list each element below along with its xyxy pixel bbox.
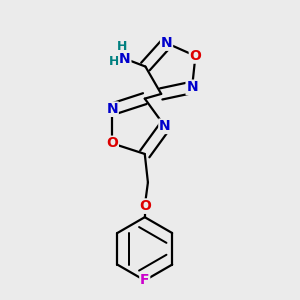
Text: H: H <box>109 55 119 68</box>
Text: H: H <box>116 40 127 53</box>
Text: N: N <box>186 80 198 94</box>
Text: N: N <box>159 119 171 133</box>
Text: N: N <box>161 36 172 50</box>
Text: N: N <box>119 52 131 66</box>
Text: F: F <box>140 273 149 287</box>
Text: O: O <box>139 199 151 213</box>
Text: N: N <box>106 102 118 116</box>
Text: O: O <box>190 49 201 63</box>
Text: O: O <box>106 136 118 150</box>
